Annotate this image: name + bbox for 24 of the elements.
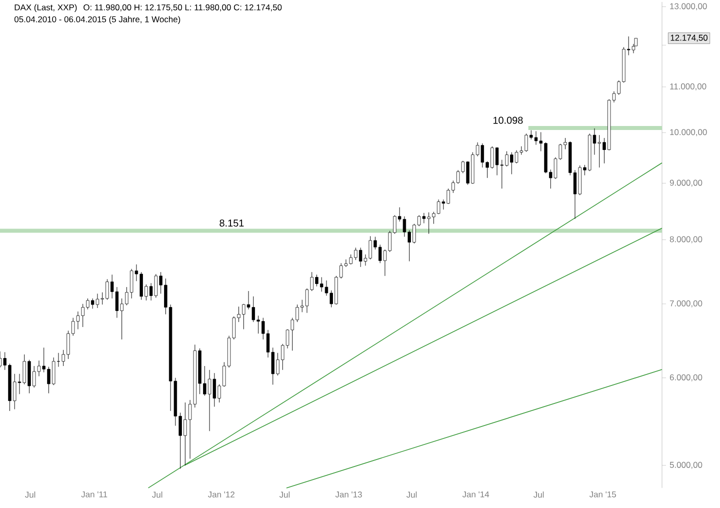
text: 12.174,50 (670, 34, 708, 42)
x-tick-label: Jul (24, 491, 36, 498)
x-tick-label: Jul (406, 491, 417, 498)
chart-title: DAX (Last, XXP) (14, 4, 77, 12)
x-tick-label: Jan '13 (335, 491, 362, 498)
x-tick-label: Jul (279, 491, 290, 498)
text: 05.04.2010 - 06.04.2015 (5 Jahre, 1 Woche) (14, 16, 180, 24)
x-tick-label: Jul (534, 491, 544, 498)
x-tick-label: Jan '11 (81, 491, 108, 498)
y-tick-label: 8.000,00 (670, 236, 702, 244)
y-tick-label: 10.000,00 (670, 129, 707, 136)
annotation: O: 11.980,00 H: 12.175,50 L: 11.980,00 C: 12.174,50 (84, 4, 282, 12)
x-tick-label: Jul (152, 491, 162, 498)
y-tick-label: 6.000,00 (670, 374, 702, 382)
annotation: 10.098 (493, 116, 523, 124)
x-tick-label: Jan '12 (208, 491, 234, 498)
y-tick-label: 7.000,00 (670, 300, 702, 308)
ref-line-label: 8.151 (220, 220, 244, 227)
y-tick-label: 11.000,00 (670, 83, 706, 90)
y-tick-label: 5.000,00 (670, 462, 702, 469)
y-tick-label: 13.000,00 (670, 3, 707, 10)
y-tick-label: 9.000,00 (670, 180, 702, 187)
x-tick-label: Jan '14 (462, 491, 490, 498)
x-tick-label: Jan '15 (589, 491, 616, 498)
